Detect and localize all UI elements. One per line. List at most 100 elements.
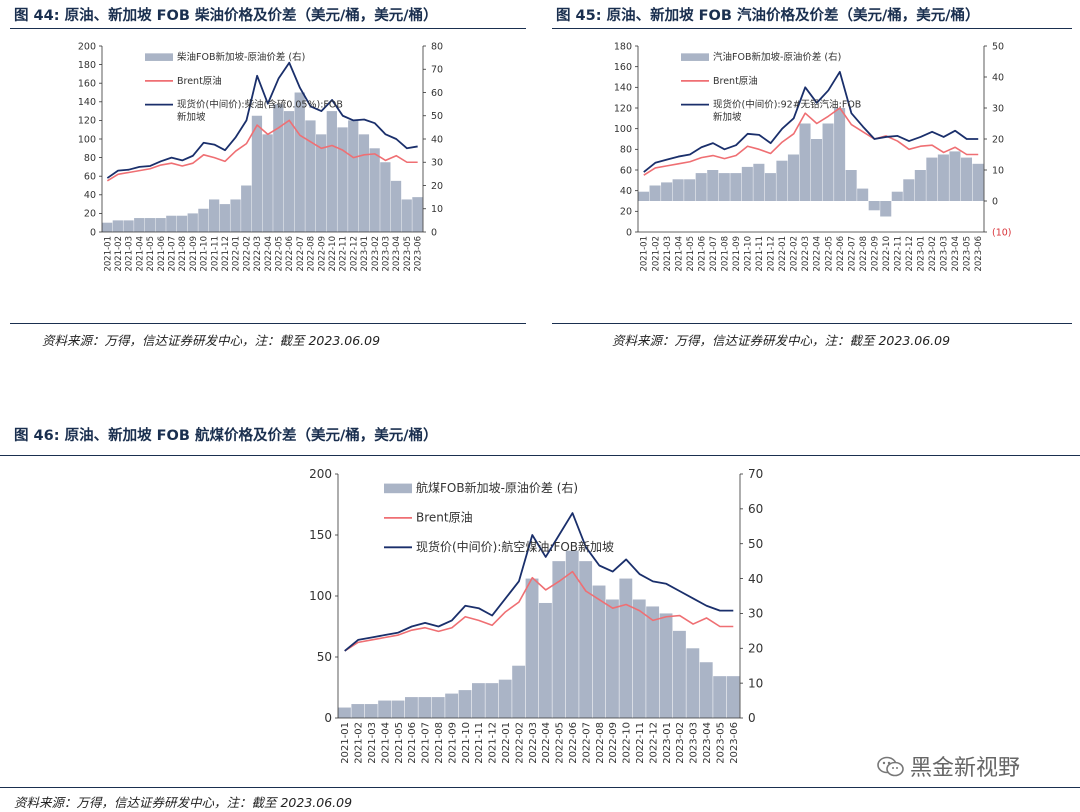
left-tick-label: 0	[324, 711, 332, 725]
figure-45-chart: 0 20 40 60 80 100 120 140 160 180 (10) 0 10 20 30 40 50 2…	[600, 36, 1030, 278]
x-tick-label: 2022-12	[905, 236, 915, 272]
legend-swatch	[145, 53, 173, 61]
left-tick-label: 20	[84, 209, 96, 220]
bar-mark	[960, 157, 972, 201]
bar-mark	[369, 148, 380, 232]
x-tick-label: 2023-01	[917, 236, 927, 272]
x-tick-label: 2022-05	[275, 236, 285, 272]
bar-mark	[972, 163, 984, 201]
x-tick-label: 2023-03	[689, 722, 700, 764]
bar-mark	[219, 204, 230, 232]
bar-mark	[592, 585, 606, 718]
left-tick-label: 120	[78, 116, 96, 127]
series-line-0	[643, 107, 979, 176]
right-tick-label: 40	[992, 72, 1004, 83]
wechat-icon	[876, 755, 904, 777]
legend-swatch	[681, 53, 709, 61]
right-tick-label: (10)	[992, 227, 1012, 238]
x-tick-label: 2023-02	[675, 722, 686, 764]
bar-mark	[405, 697, 418, 718]
bar-mark	[431, 697, 445, 718]
x-tick-label: 2022-03	[253, 236, 263, 272]
bar-mark	[686, 648, 700, 718]
x-tick-label: 2021-12	[488, 722, 499, 764]
x-tick-label: 2021-07	[421, 722, 432, 764]
right-tick-label: 30	[431, 158, 443, 169]
figure-45-source-rule	[552, 323, 1072, 324]
legend-label: Brent原油	[713, 75, 758, 87]
x-tick-label: 2022-09	[870, 236, 880, 272]
right-tick-label: 40	[748, 572, 763, 586]
x-tick-label: 2021-09	[447, 722, 458, 764]
right-tick-label: 20	[431, 181, 443, 192]
x-tick-label: 2023-06	[414, 236, 424, 272]
x-tick-label: 2023-05	[963, 236, 973, 272]
bar-mark	[187, 213, 198, 232]
x-tick-label: 2022-03	[801, 236, 811, 272]
bar-mark	[458, 690, 472, 718]
left-tick-label: 140	[78, 97, 96, 108]
x-tick-label: 2021-08	[720, 236, 730, 272]
bar-mark	[364, 704, 378, 718]
bar-mark	[649, 185, 661, 201]
legend-label: Brent原油	[416, 510, 473, 524]
series-line-0	[344, 570, 734, 652]
bar-mark	[294, 92, 305, 232]
bar-mark	[123, 220, 134, 233]
left-tick-label: 80	[84, 153, 96, 164]
bar-mark	[891, 191, 903, 201]
x-tick-label: 2021-04	[135, 236, 145, 272]
right-tick-label: 30	[748, 607, 763, 621]
bar-mark	[552, 561, 566, 718]
bar-mark	[632, 599, 646, 718]
bar-mark	[730, 173, 742, 201]
bar-mark	[646, 606, 660, 718]
right-tick-label: 50	[431, 111, 443, 122]
x-tick-label: 2022-07	[847, 236, 857, 272]
x-tick-label: 2022-04	[813, 236, 823, 272]
legend-label: Brent原油	[177, 75, 222, 87]
bar-mark	[144, 218, 156, 232]
bar-mark	[134, 218, 145, 232]
x-tick-label: 2021-04	[674, 236, 684, 272]
x-tick-label: 2023-06	[729, 722, 740, 764]
bar-mark	[741, 166, 753, 201]
bar-mark	[949, 151, 961, 201]
bar-mark	[903, 179, 915, 201]
x-tick-label: 2022-01	[501, 722, 512, 764]
x-tick-label: 2022-02	[790, 236, 800, 272]
right-tick-label: 0	[992, 196, 998, 207]
legend-label: 柴油FOB新加坡-原油价差 (右)	[177, 51, 305, 63]
legend-label: 新加坡	[713, 111, 742, 123]
right-tick-label: 80	[431, 41, 443, 52]
x-tick-label: 2022-08	[859, 236, 869, 272]
left-tick-label: 160	[78, 79, 96, 90]
x-tick-label: 2021-05	[394, 722, 405, 764]
x-tick-label: 2023-03	[382, 236, 392, 272]
bar-mark	[445, 693, 459, 718]
figure-46-title-rule	[0, 455, 1080, 456]
right-tick-label: 40	[431, 134, 443, 145]
x-tick-label: 2022-01	[232, 236, 242, 272]
x-tick-label: 2023-01	[360, 236, 370, 272]
x-tick-label: 2023-02	[928, 236, 938, 272]
bar-mark	[753, 163, 765, 201]
watermark-text: 黑金新视野	[910, 756, 1021, 781]
bar-mark	[316, 134, 327, 232]
x-tick-label: 2022-12	[648, 722, 659, 764]
left-tick-label: 100	[614, 124, 632, 135]
bar-mark	[351, 704, 365, 718]
x-tick-label: 2021-12	[221, 236, 231, 272]
x-tick-label: 2022-07	[296, 236, 306, 272]
bar-mark	[251, 115, 263, 232]
x-tick-label: 2023-06	[974, 236, 984, 272]
x-tick-label: 2022-03	[528, 722, 539, 764]
bar-mark	[176, 215, 188, 232]
legend-label: 汽油FOB新加坡-原油价差 (右)	[713, 51, 841, 63]
x-tick-label: 2021-08	[434, 722, 445, 764]
bar-mark	[937, 154, 949, 201]
bar-mark	[390, 180, 402, 232]
bar-mark	[845, 170, 857, 201]
x-tick-label: 2023-02	[371, 236, 381, 272]
left-tick-label: 60	[84, 172, 96, 183]
